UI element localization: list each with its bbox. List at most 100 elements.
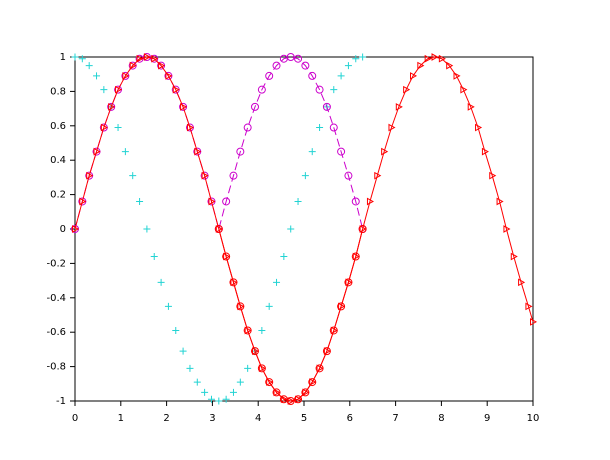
plus-marker bbox=[301, 172, 309, 180]
plus-marker bbox=[287, 225, 295, 233]
triangle-marker bbox=[266, 378, 274, 386]
plus-marker bbox=[114, 124, 122, 132]
triangle-marker bbox=[79, 197, 87, 206]
plus-marker bbox=[121, 148, 129, 156]
circle-marker bbox=[294, 54, 303, 63]
triangle-marker bbox=[151, 54, 159, 63]
plus-marker bbox=[93, 72, 101, 80]
plus-marker bbox=[207, 395, 215, 403]
triangle-marker bbox=[172, 85, 180, 94]
plus-marker bbox=[100, 86, 108, 94]
circle-marker bbox=[344, 278, 353, 287]
circle-marker bbox=[329, 326, 338, 335]
triangle-marker bbox=[136, 54, 144, 63]
circle-marker bbox=[243, 326, 252, 335]
circle-marker bbox=[257, 364, 266, 373]
circle-marker bbox=[286, 397, 295, 405]
plus-marker bbox=[344, 62, 352, 70]
circle-marker bbox=[257, 85, 266, 94]
x-tick-label: 9 bbox=[484, 413, 490, 424]
circle-marker bbox=[308, 378, 317, 387]
plus-marker bbox=[294, 197, 302, 205]
circle-marker bbox=[250, 347, 259, 356]
y-tick-label: -0.4 bbox=[46, 293, 66, 304]
triangle-marker bbox=[287, 397, 295, 405]
triangle-marker bbox=[201, 171, 209, 180]
triangle-marker bbox=[424, 54, 432, 63]
plus-marker bbox=[129, 172, 137, 180]
plus-marker bbox=[258, 326, 266, 334]
circle-marker bbox=[308, 71, 317, 80]
triangle-marker bbox=[467, 103, 475, 111]
triangle-marker bbox=[273, 388, 281, 397]
triangle-marker bbox=[359, 225, 367, 233]
triangle-marker bbox=[302, 388, 310, 397]
triangle-marker bbox=[410, 72, 418, 80]
circle-marker bbox=[358, 225, 367, 233]
circle-marker bbox=[329, 123, 338, 132]
triangle-marker bbox=[460, 85, 468, 94]
triangle-marker bbox=[129, 61, 137, 70]
x-tick-label: 3 bbox=[209, 413, 215, 424]
triangle-marker bbox=[180, 103, 188, 111]
y-tick-label: -0.2 bbox=[46, 258, 66, 269]
triangle-marker bbox=[165, 72, 173, 80]
triangle-marker bbox=[280, 395, 288, 404]
y-tick-label: 1 bbox=[60, 52, 66, 63]
plus-marker bbox=[352, 55, 360, 63]
x-tick-label: 5 bbox=[301, 413, 307, 424]
plus-marker bbox=[330, 86, 338, 94]
circle-marker bbox=[337, 302, 346, 311]
plus-marker bbox=[71, 53, 79, 61]
circle-marker bbox=[265, 378, 274, 387]
triangle-marker bbox=[366, 197, 374, 206]
triangle-marker bbox=[208, 197, 216, 206]
circle-marker bbox=[229, 278, 238, 287]
circle-marker bbox=[250, 102, 259, 111]
plus-marker bbox=[359, 53, 367, 61]
x-tick-label: 1 bbox=[118, 413, 124, 424]
y-tick-label: -1 bbox=[56, 396, 66, 407]
x-tick-label: 10 bbox=[527, 413, 540, 424]
x-tick-label: 8 bbox=[438, 413, 444, 424]
y-tick-label: 0 bbox=[60, 224, 66, 235]
plus-marker bbox=[280, 253, 288, 261]
plus-marker bbox=[308, 148, 316, 156]
y-tick-label: -0.6 bbox=[46, 327, 66, 338]
y-tick-label: 0.2 bbox=[50, 190, 66, 201]
plus-marker bbox=[222, 395, 230, 403]
triangle-marker bbox=[395, 103, 403, 111]
triangle-marker bbox=[295, 395, 303, 404]
circle-marker bbox=[315, 85, 324, 94]
x-tick-label: 6 bbox=[347, 413, 353, 424]
triangle-marker bbox=[108, 103, 116, 111]
triangle-marker bbox=[431, 53, 439, 61]
triangle-marker bbox=[381, 147, 389, 156]
triangle-marker bbox=[374, 171, 382, 180]
circle-marker bbox=[301, 388, 310, 397]
circle-marker bbox=[344, 171, 353, 180]
plus-marker bbox=[244, 364, 252, 372]
plus-marker bbox=[236, 378, 244, 386]
triangle-marker bbox=[388, 123, 396, 132]
triangle-marker bbox=[194, 147, 202, 156]
circle-marker bbox=[322, 102, 331, 111]
triangle-marker bbox=[510, 252, 518, 261]
plus-marker bbox=[164, 302, 172, 310]
triangle-marker bbox=[143, 53, 151, 61]
circle-marker bbox=[294, 395, 303, 404]
triangle-marker bbox=[525, 302, 533, 311]
x-tick-label: 7 bbox=[392, 413, 398, 424]
plus-marker bbox=[273, 278, 281, 286]
y-tick-label: 0.8 bbox=[50, 86, 66, 97]
circle-marker bbox=[229, 171, 238, 180]
triangle-marker bbox=[446, 61, 454, 70]
circle-marker bbox=[351, 197, 360, 206]
plus-marker bbox=[193, 378, 201, 386]
y-tick-label: 0.4 bbox=[50, 155, 66, 166]
triangle-marker bbox=[186, 123, 195, 132]
triangle-marker bbox=[100, 123, 108, 132]
triangle-marker bbox=[453, 72, 461, 80]
circle-marker bbox=[243, 123, 252, 132]
